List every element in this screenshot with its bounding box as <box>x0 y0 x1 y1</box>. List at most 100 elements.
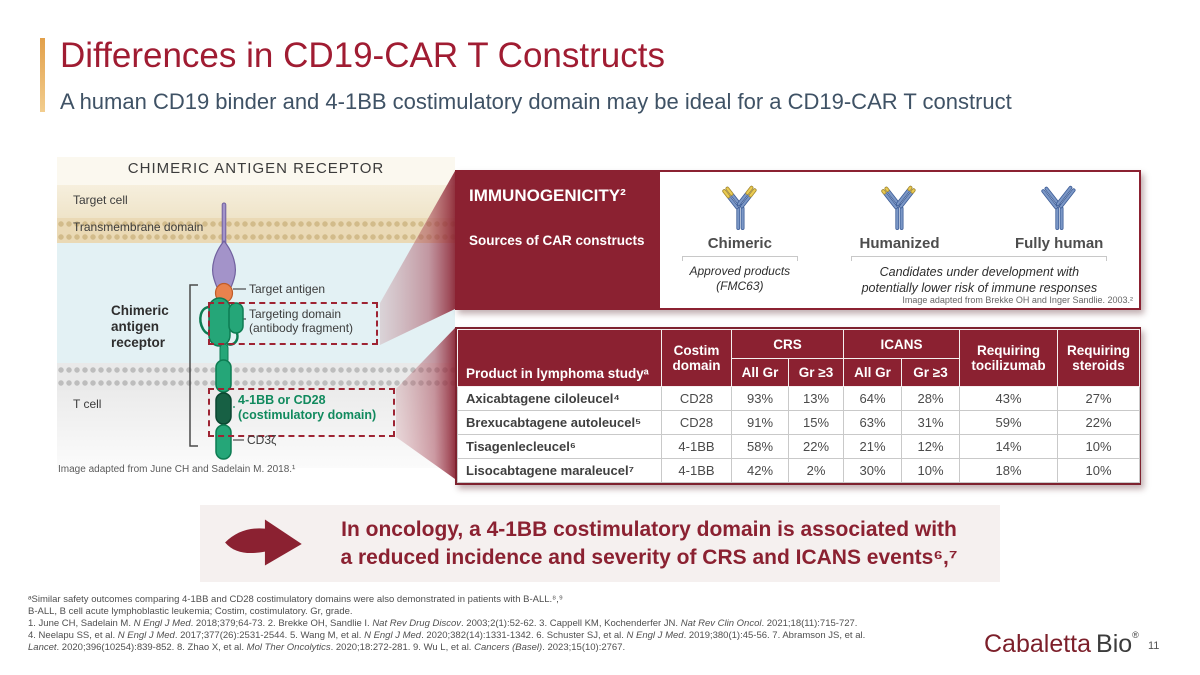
cd3z-segment <box>215 424 232 460</box>
slide-title: Differences in CD19-CAR T Constructs <box>60 36 665 75</box>
cd3z-label: CD3ζ <box>247 433 277 447</box>
chimeric-antigen-receptor-label: Chimeric antigen receptor <box>111 303 169 350</box>
car-receptor-graphic <box>189 202 246 460</box>
crs-gr3-cell: 2% <box>787 458 845 483</box>
footnote-line: ᵃSimilar safety outcomes comparing 4-1BB… <box>28 594 563 605</box>
steroids-cell: 22% <box>1057 410 1141 435</box>
crs-gr3-cell: 15% <box>787 410 845 435</box>
col-header-crs-all: All Gr <box>731 358 789 387</box>
crs-all-cell: 42% <box>731 458 789 483</box>
col-header-icans-gr3: Gr ≥3 <box>901 358 961 387</box>
crs-all-cell: 58% <box>731 434 789 459</box>
t-cell-label: T cell <box>73 397 102 411</box>
development-caption: Candidates under development with potent… <box>861 265 1098 295</box>
development-group-bracket <box>851 256 1108 261</box>
approved-products-caption: Approved products (FMC63) <box>689 264 791 293</box>
key-takeaway-callout: In oncology, a 4-1BB costimulatory domai… <box>200 505 1000 582</box>
title-accent-bar <box>40 38 45 112</box>
product-cell: Brexucabtagene autoleucel⁵ <box>457 410 662 435</box>
target-antigen-label: Target antigen <box>249 282 326 296</box>
immunogenicity-credit: Image adapted from Brekke OH and Inger S… <box>902 295 1133 305</box>
costim-cell: CD28 <box>661 386 732 411</box>
col-header-icans-all: All Gr <box>843 358 903 387</box>
arrow-icon <box>225 518 302 565</box>
antibody-icon-fully-human <box>1041 185 1076 231</box>
col-header-crs-gr3: Gr ≥3 <box>787 358 845 387</box>
antibody-type-label: Chimeric <box>707 235 772 252</box>
footnote-line: 1. June CH, Sadelain M. N Engl J Med. 20… <box>28 618 858 629</box>
antibody-icon-chimeric <box>722 185 757 231</box>
product-cell: Tisagenlecleucel⁶ <box>457 434 662 459</box>
diagram-heading: CHIMERIC ANTIGEN RECEPTOR <box>127 160 385 177</box>
transmembrane-domain-label: Transmembrane domain <box>73 220 204 234</box>
crs-gr3-cell: 13% <box>787 386 845 411</box>
icans-all-cell: 21% <box>843 434 903 459</box>
footnote-line: Lancet. 2020;396(10254):839-852. 8. Zhao… <box>28 642 626 653</box>
immunogenicity-panel: IMMUNOGENICITY² Sources of CAR construct… <box>455 170 1141 310</box>
logo-wordmark-cabaletta: Cabaletta <box>984 630 1092 658</box>
tocilizumab-cell: 14% <box>959 434 1059 459</box>
col-header-product: Product in lymphoma studyᵃ <box>457 329 662 387</box>
registered-mark: ® <box>1132 630 1139 640</box>
logo-wordmark-bio: Bio <box>1096 630 1133 658</box>
antibody-types-box: Chimeric <box>660 170 1141 310</box>
icans-gr3-cell: 28% <box>901 386 961 411</box>
safety-table: Product in lymphoma studyᵃ Costim domain… <box>457 329 1141 483</box>
steroids-cell: 27% <box>1057 386 1141 411</box>
costim-cell: CD28 <box>661 410 732 435</box>
antibody-icon-humanized <box>881 185 917 231</box>
icans-all-cell: 30% <box>843 458 903 483</box>
table-row: Brexucabtagene autoleucel⁵ CD28 91% 15% … <box>457 410 1141 435</box>
t-cell-membrane <box>57 363 455 390</box>
slide-subtitle: A human CD19 binder and 4-1BB costimulat… <box>60 89 1012 114</box>
diagram-credit: Image adapted from June CH and Sadelain … <box>58 464 296 475</box>
table-row: Lisocabtagene maraleucel⁷ 4-1BB 42% 2% 3… <box>457 458 1141 483</box>
footnote-line: B-ALL, B cell acute lymphoblastic leukem… <box>28 606 353 617</box>
safety-table-container: Product in lymphoma studyᵃ Costim domain… <box>455 327 1141 485</box>
col-header-costim: Costim domain <box>661 329 732 387</box>
col-header-tocilizumab: Requiring tocilizumab <box>959 329 1059 387</box>
immunogenicity-header-box: IMMUNOGENICITY² Sources of CAR construct… <box>455 170 660 310</box>
tocilizumab-cell: 18% <box>959 458 1059 483</box>
crs-gr3-cell: 22% <box>787 434 845 459</box>
icans-all-cell: 63% <box>843 410 903 435</box>
targeting-domain-highlight-box <box>208 302 378 345</box>
receptor-bracket <box>189 284 198 447</box>
col-header-steroids: Requiring steroids <box>1057 329 1141 387</box>
icans-gr3-cell: 31% <box>901 410 961 435</box>
transmembrane-segment <box>215 359 232 393</box>
col-group-crs: CRS <box>730 329 845 359</box>
antibody-type-label: Humanized <box>859 235 940 252</box>
tocilizumab-cell: 43% <box>959 386 1059 411</box>
target-cell-label: Target cell <box>73 193 128 207</box>
crs-all-cell: 93% <box>731 386 789 411</box>
icans-gr3-cell: 12% <box>901 434 961 459</box>
tocilizumab-cell: 59% <box>959 410 1059 435</box>
t-cell-zone <box>57 390 455 468</box>
chimeric-group-bracket <box>681 256 798 261</box>
costim-cell: 4-1BB <box>661 434 732 459</box>
costim-domain-segment <box>215 392 232 425</box>
antibody-type-chimeric: Chimeric <box>660 178 820 256</box>
table-row: Tisagenlecleucel⁶ 4-1BB 58% 22% 21% 12% … <box>457 434 1141 459</box>
costim-cell: 4-1BB <box>661 458 732 483</box>
product-cell: Lisocabtagene maraleucel⁷ <box>457 458 662 483</box>
cabaletta-bio-logo: Cabaletta Bio® <box>984 630 1139 659</box>
costim-domain-highlight-box <box>208 388 395 437</box>
icans-all-cell: 64% <box>843 386 903 411</box>
icans-gr3-cell: 10% <box>901 458 961 483</box>
antibody-type-humanized: Humanized <box>820 178 980 256</box>
crs-all-cell: 91% <box>731 410 789 435</box>
page-number: 11 <box>1148 640 1160 652</box>
antibody-type-fully-human: Fully human <box>979 178 1139 256</box>
key-takeaway-text: In oncology, a 4-1BB costimulatory domai… <box>340 518 958 569</box>
table-row: Axicabtagene ciloleucel⁴ CD28 93% 13% 64… <box>457 386 1141 411</box>
footnote-line: 4. Neelapu SS, et al. N Engl J Med. 2017… <box>28 630 866 641</box>
antibody-type-label: Fully human <box>1014 235 1104 252</box>
targeting-domain-label: Targeting domain (antibody fragment) <box>249 307 354 335</box>
car-diagram: CHIMERIC ANTIGEN RECEPTOR Target cell Tr… <box>57 157 455 488</box>
col-group-icans: ICANS <box>843 329 961 359</box>
steroids-cell: 10% <box>1057 458 1141 483</box>
costim-domain-label: 4-1BB or CD28 (costimulatory domain) <box>238 393 377 422</box>
